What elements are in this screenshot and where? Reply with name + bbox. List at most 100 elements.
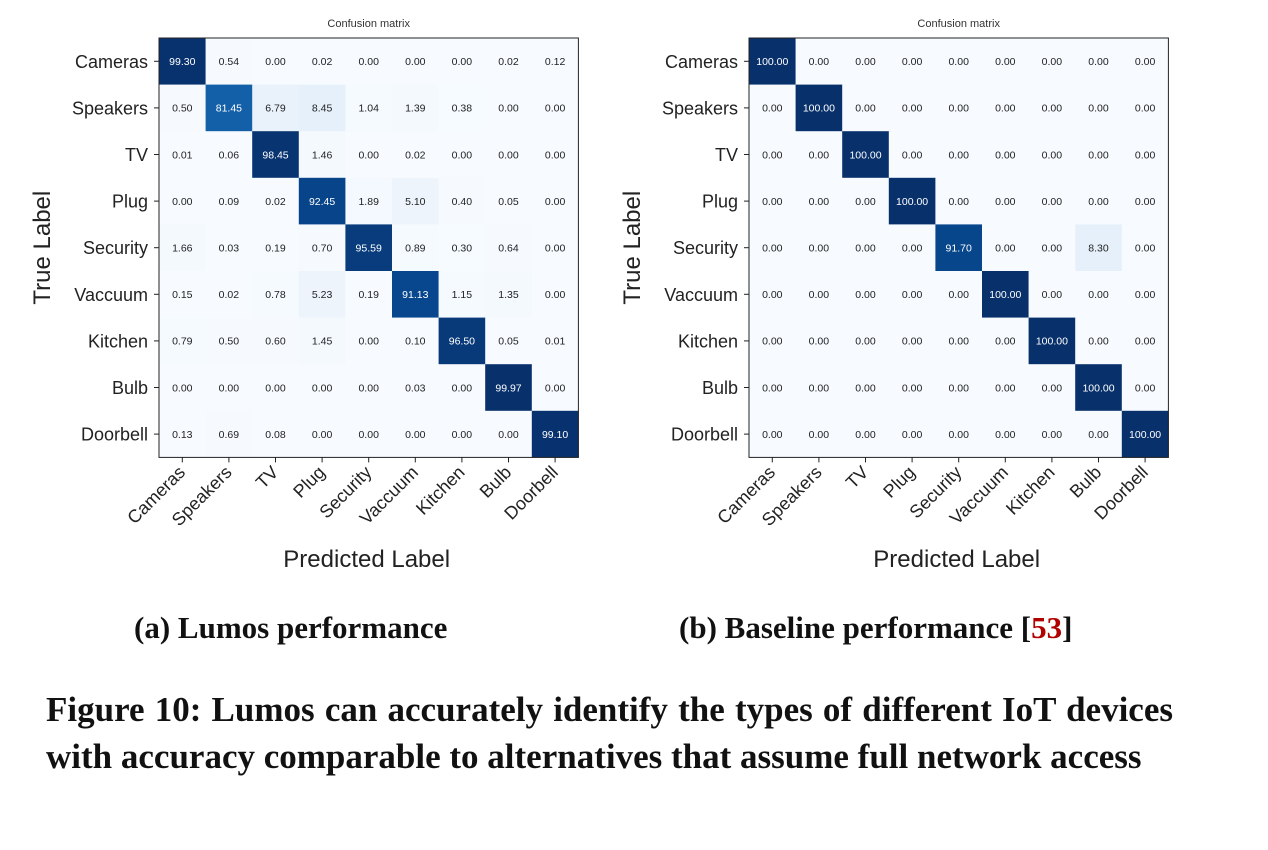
matrix-cell xyxy=(888,131,936,179)
matrix-cell xyxy=(345,317,393,365)
cell-value: 0.00 xyxy=(902,336,923,348)
cell-value: 0.00 xyxy=(902,289,923,301)
cell-value: 0.00 xyxy=(855,429,876,441)
y-tick-label: Bulb xyxy=(112,378,148,398)
matrix-cell xyxy=(392,224,439,272)
matrix-cell xyxy=(298,271,346,318)
cell-value: 100.00 xyxy=(756,56,788,68)
matrix-cell xyxy=(298,84,346,132)
cell-value: 0.00 xyxy=(902,382,923,394)
matrix-cell xyxy=(438,131,486,179)
y-tick-label: Doorbell xyxy=(671,425,738,445)
x-tick-label: TV xyxy=(252,462,282,492)
y-tick-label: Kitchen xyxy=(88,331,148,351)
matrix-cell xyxy=(345,364,393,412)
cell-value: 0.00 xyxy=(1042,243,1063,255)
chart-title: Confusion matrix xyxy=(917,18,1000,30)
matrix-cell xyxy=(298,317,346,365)
matrix-cell xyxy=(749,84,796,132)
cell-value: 0.00 xyxy=(948,103,969,115)
cell-value: 0.05 xyxy=(498,196,519,208)
matrix-cell xyxy=(485,224,533,272)
citation-link[interactable]: 53 xyxy=(1031,610,1063,645)
matrix-cell xyxy=(438,317,486,365)
matrix-cell xyxy=(205,271,253,318)
cell-value: 100.00 xyxy=(849,149,881,161)
matrix-cell xyxy=(1121,271,1169,318)
cell-value: 0.00 xyxy=(1042,149,1063,161)
cell-value: 0.00 xyxy=(545,196,566,208)
matrix-cell xyxy=(252,364,300,412)
cell-value: 100.00 xyxy=(1036,336,1068,348)
matrix-cell xyxy=(252,271,300,318)
matrix-cell xyxy=(252,410,300,458)
cell-value: 0.06 xyxy=(219,149,240,161)
matrix-cell xyxy=(1075,131,1123,179)
cell-value: 1.45 xyxy=(312,336,333,348)
cell-value: 0.00 xyxy=(855,103,876,115)
matrix-cell xyxy=(298,224,346,272)
cell-value: 0.05 xyxy=(498,336,519,348)
matrix-cell xyxy=(531,224,579,272)
matrix-cell xyxy=(392,131,439,179)
cell-value: 91.13 xyxy=(402,289,428,301)
cell-value: 0.00 xyxy=(452,429,473,441)
cell-value: 0.00 xyxy=(948,56,969,68)
x-tick-label: TV xyxy=(842,462,872,492)
matrix-cell xyxy=(159,224,206,272)
matrix-cell xyxy=(1121,364,1169,412)
cell-value: 1.15 xyxy=(452,289,473,301)
matrix-cell xyxy=(795,131,843,179)
matrix-cell xyxy=(345,131,393,179)
matrix-cell xyxy=(298,131,346,179)
matrix-cell xyxy=(531,410,579,458)
matrix-cell xyxy=(982,317,1029,365)
matrix-cell xyxy=(438,271,486,318)
cell-value: 0.00 xyxy=(809,336,830,348)
matrix-cell xyxy=(485,38,533,85)
matrix-cell xyxy=(438,177,486,225)
matrix-cell xyxy=(252,224,300,272)
cell-value: 0.00 xyxy=(172,196,193,208)
matrix-cell xyxy=(795,410,843,458)
matrix-cell xyxy=(1028,317,1076,365)
matrix-cell xyxy=(298,410,346,458)
cell-value: 0.00 xyxy=(1088,336,1109,348)
matrix-cell xyxy=(205,177,253,225)
cell-value: 0.00 xyxy=(855,382,876,394)
matrix-cell xyxy=(935,131,983,179)
matrix-cell xyxy=(888,177,936,225)
matrix-cell xyxy=(392,38,439,85)
y-tick-label: TV xyxy=(715,145,738,165)
matrix-cell xyxy=(392,177,439,225)
chart-title: Confusion matrix xyxy=(327,18,410,30)
subcaption-b-text: (b) Baseline performance [ xyxy=(679,610,1032,645)
matrix-cell xyxy=(842,317,890,365)
matrix-cell xyxy=(935,224,983,272)
cell-value: 0.00 xyxy=(902,429,923,441)
cell-value: 0.00 xyxy=(809,382,830,394)
matrix-cell xyxy=(159,177,206,225)
cell-value: 0.00 xyxy=(1135,56,1156,68)
cell-value: 95.59 xyxy=(356,243,382,255)
matrix-cell xyxy=(1121,317,1169,365)
cell-value: 0.00 xyxy=(498,149,519,161)
cell-value: 0.00 xyxy=(405,429,426,441)
matrix-cell xyxy=(1075,317,1123,365)
matrix-cell xyxy=(1028,84,1076,132)
matrix-cell xyxy=(438,410,486,458)
cell-value: 0.00 xyxy=(762,429,783,441)
cell-value: 0.00 xyxy=(995,196,1016,208)
y-tick-label: Speakers xyxy=(662,98,738,118)
matrix-cell xyxy=(1075,84,1123,132)
matrix-cell xyxy=(345,177,393,225)
cell-value: 0.00 xyxy=(1088,429,1109,441)
cell-value: 0.00 xyxy=(405,56,426,68)
x-tick-label: Plug xyxy=(879,462,919,502)
cell-value: 0.00 xyxy=(948,429,969,441)
cell-value: 0.00 xyxy=(1135,196,1156,208)
matrix-cell xyxy=(205,224,253,272)
matrix-cell xyxy=(749,38,796,85)
cell-value: 1.35 xyxy=(498,289,519,301)
matrix-cell xyxy=(205,131,253,179)
